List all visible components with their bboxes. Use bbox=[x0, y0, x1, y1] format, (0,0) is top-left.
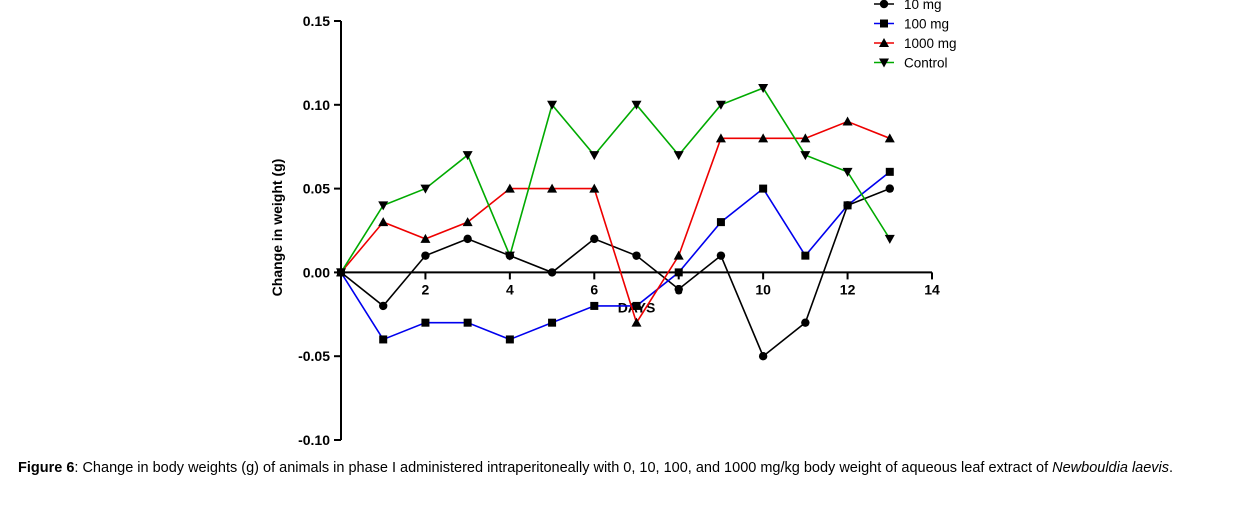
data-point bbox=[463, 318, 472, 327]
x-tick-label: 10 bbox=[755, 281, 771, 297]
y-tick-label: -0.05 bbox=[298, 348, 330, 364]
data-point bbox=[842, 116, 853, 126]
legend-marker bbox=[880, 19, 888, 28]
line-chart: -0.10-0.050.000.050.100.152468101214DAYS… bbox=[269, 0, 957, 448]
data-point bbox=[590, 234, 599, 244]
data-point bbox=[716, 251, 726, 260]
legend-marker bbox=[879, 0, 889, 9]
data-point bbox=[379, 301, 388, 311]
data-point bbox=[843, 201, 852, 210]
data-point bbox=[379, 335, 388, 344]
series-line bbox=[340, 171, 891, 341]
data-point bbox=[420, 233, 431, 243]
legend-marker bbox=[879, 38, 889, 47]
data-point bbox=[631, 317, 642, 327]
data-point bbox=[336, 268, 346, 278]
caption-text: : Change in body weights (g) of animals … bbox=[74, 460, 1053, 476]
data-point bbox=[801, 318, 810, 327]
data-point bbox=[421, 318, 430, 327]
data-point bbox=[758, 84, 769, 94]
legend-item: Control bbox=[874, 56, 948, 71]
y-tick-label: -0.10 bbox=[298, 432, 330, 448]
series-line bbox=[340, 87, 891, 273]
data-point bbox=[548, 318, 557, 327]
data-point bbox=[421, 251, 430, 260]
data-point bbox=[801, 251, 810, 260]
x-tick-label: 12 bbox=[840, 281, 856, 297]
data-point bbox=[632, 301, 641, 310]
data-point bbox=[758, 133, 769, 143]
legend-label: 10 mg bbox=[904, 0, 942, 12]
data-point bbox=[547, 183, 558, 193]
chart-legend: 10 mg 100 mg 1000 mg Control bbox=[874, 0, 957, 71]
data-point bbox=[800, 133, 811, 143]
caption-end: . bbox=[1169, 460, 1174, 476]
data-point bbox=[885, 184, 894, 193]
y-tick-label: 0.10 bbox=[303, 97, 330, 113]
series-line bbox=[340, 120, 891, 325]
x-tick-label: 4 bbox=[506, 281, 514, 297]
legend-label: 100 mg bbox=[904, 17, 949, 32]
legend-label: 1000 mg bbox=[904, 36, 957, 51]
x-tick-label: 14 bbox=[924, 281, 940, 297]
series-1000-mg bbox=[336, 116, 895, 327]
series-control bbox=[336, 84, 895, 278]
y-tick-label: 0.00 bbox=[303, 264, 330, 280]
chart-axes: -0.10-0.050.000.050.100.152468101214DAYS… bbox=[269, 13, 940, 448]
data-point bbox=[673, 250, 684, 260]
data-point bbox=[463, 234, 472, 244]
legend-item: 100 mg bbox=[874, 17, 949, 32]
data-point bbox=[632, 251, 641, 260]
data-point bbox=[590, 301, 599, 310]
data-point bbox=[631, 100, 642, 110]
legend-item: 10 mg bbox=[874, 0, 942, 12]
data-point bbox=[547, 100, 558, 110]
data-point bbox=[547, 268, 557, 277]
legend-item: 1000 mg bbox=[874, 36, 957, 51]
chart-series bbox=[336, 84, 895, 361]
data-point bbox=[673, 151, 684, 161]
data-point bbox=[884, 133, 895, 143]
data-point bbox=[589, 183, 600, 193]
data-point bbox=[885, 167, 894, 176]
x-tick-label: 2 bbox=[422, 281, 430, 297]
caption-species: Newbouldia laevis bbox=[1052, 460, 1170, 476]
legend-marker bbox=[879, 58, 889, 68]
data-point bbox=[842, 167, 853, 177]
data-point bbox=[715, 133, 726, 143]
y-axis-title: Change in weight (g) bbox=[269, 159, 285, 297]
series-line bbox=[340, 187, 891, 358]
data-point bbox=[800, 151, 811, 161]
legend-label: Control bbox=[904, 56, 948, 71]
data-point bbox=[504, 251, 515, 261]
data-point bbox=[504, 183, 515, 193]
series-10-mg bbox=[336, 184, 894, 361]
data-point bbox=[674, 268, 683, 277]
data-point bbox=[884, 234, 895, 244]
figure-caption: Figure 6: Change in body weights (g) of … bbox=[18, 459, 1226, 477]
data-point bbox=[715, 100, 726, 110]
y-tick-label: 0.05 bbox=[303, 181, 330, 197]
data-point bbox=[716, 218, 725, 227]
data-point bbox=[759, 184, 768, 193]
data-point bbox=[378, 201, 389, 211]
x-tick-label: 6 bbox=[590, 281, 598, 297]
data-point bbox=[674, 284, 683, 294]
data-point bbox=[462, 217, 473, 227]
data-point bbox=[758, 352, 768, 361]
data-point bbox=[378, 217, 389, 227]
data-point bbox=[420, 184, 431, 194]
data-point bbox=[462, 151, 473, 161]
caption-label: Figure 6 bbox=[18, 460, 75, 476]
data-point bbox=[505, 335, 514, 344]
y-tick-label: 0.15 bbox=[303, 13, 330, 29]
data-point bbox=[589, 151, 600, 161]
